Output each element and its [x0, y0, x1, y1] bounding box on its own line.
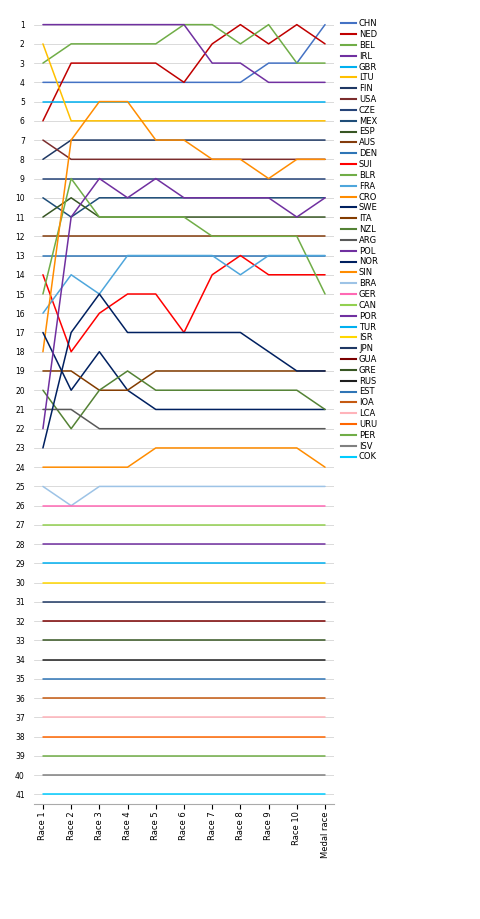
- Legend: CHN, NED, BEL, IRL, GBR, LTU, FIN, USA, CZE, MEX, ESP, AUS, DEN, SUI, BLR, FRA, : CHN, NED, BEL, IRL, GBR, LTU, FIN, USA, …: [341, 19, 378, 461]
